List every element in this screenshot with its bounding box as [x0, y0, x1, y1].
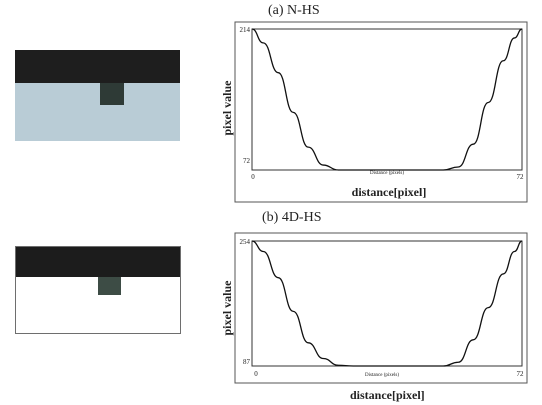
- figure-a-y-tick-min: 72: [243, 157, 251, 165]
- figure-b-title: (b) 4D-HS: [262, 210, 322, 225]
- figure-a-x-tick-min: 0: [251, 173, 255, 181]
- figure-b-y-tick-max: 254: [240, 238, 251, 246]
- figure-a-sample-dark-band: [15, 50, 180, 83]
- figure-a-plot-frame: [234, 21, 528, 203]
- figure-a-x-axis-label: distance[pixel]: [352, 185, 427, 199]
- figure-b-sample-dark-band: [16, 247, 180, 277]
- figure-b-plot-frame: [234, 232, 528, 384]
- figure-b-inner-x-label: Distance (pixels): [365, 373, 399, 378]
- figure-b-x-tick-max: 72: [517, 370, 525, 378]
- figure-b-sample-notch: [98, 277, 121, 295]
- figure-a-y-axis-label: pixel value: [220, 80, 234, 136]
- figure-a-series-line: [251, 28, 523, 171]
- figure-b-series-line: [251, 240, 523, 367]
- figure-a-title: (a) N-HS: [268, 3, 320, 18]
- figure-b-sample-image: [15, 246, 181, 334]
- figure-b-x-tick-min: 0: [254, 370, 258, 378]
- figure-a-inner-x-label: Distance (pixels): [370, 171, 404, 176]
- figure-a-line-chart: 214 72 0 72 Distance (pixels) pixel valu…: [220, 21, 528, 203]
- figure-b-x-axis-label: distance[pixel]: [350, 388, 425, 402]
- figure-b-y-axis-label: pixel value: [220, 280, 234, 336]
- figure-b-y-tick-min: 87: [243, 358, 251, 366]
- figure-a-sample-notch: [100, 83, 124, 105]
- figure-a-y-tick-max: 214: [240, 26, 251, 34]
- figure-a-sample-image: [15, 50, 180, 141]
- figure-a-x-tick-max: 72: [517, 173, 525, 181]
- figure-b-line-chart: 254 87 0 72 Distance (pixels) pixel valu…: [220, 232, 528, 384]
